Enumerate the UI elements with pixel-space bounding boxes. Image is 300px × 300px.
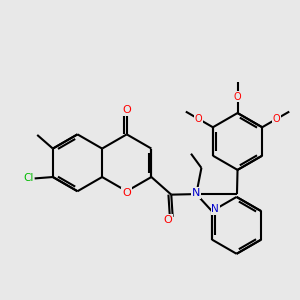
Text: N: N bbox=[192, 188, 200, 198]
Text: O: O bbox=[195, 114, 203, 124]
Text: N: N bbox=[212, 204, 219, 214]
Text: O: O bbox=[234, 92, 242, 101]
Text: O: O bbox=[163, 215, 172, 225]
Text: O: O bbox=[273, 114, 280, 124]
Text: O: O bbox=[122, 105, 131, 115]
Text: Cl: Cl bbox=[23, 173, 33, 183]
Text: O: O bbox=[122, 188, 131, 198]
